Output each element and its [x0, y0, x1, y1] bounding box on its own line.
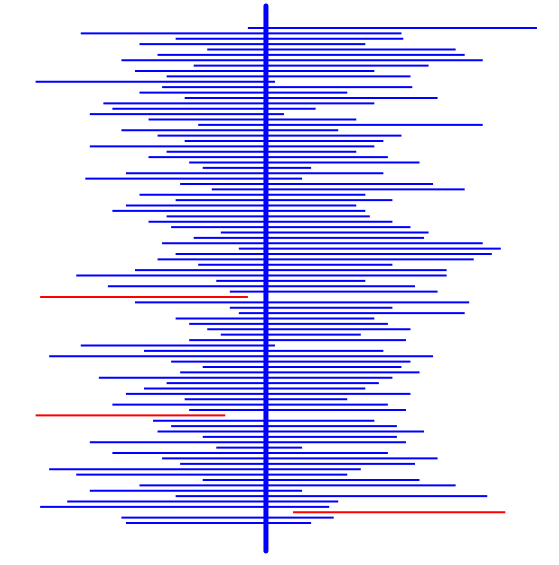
- interval-bars: [35, 27, 537, 524]
